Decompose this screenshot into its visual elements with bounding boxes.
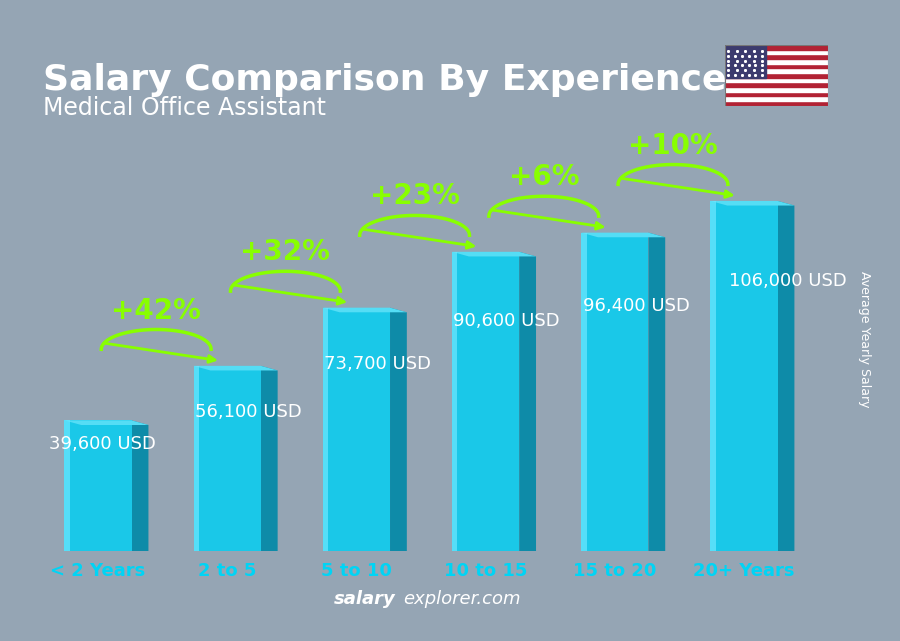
Polygon shape	[778, 201, 795, 556]
Polygon shape	[194, 366, 199, 551]
Polygon shape	[581, 233, 648, 551]
Polygon shape	[710, 201, 778, 551]
Polygon shape	[452, 252, 519, 551]
Polygon shape	[261, 366, 277, 556]
Bar	[724, 54, 828, 59]
Text: explorer.com: explorer.com	[403, 590, 521, 608]
Text: Salary Comparison By Experience: Salary Comparison By Experience	[43, 63, 726, 97]
Text: salary: salary	[334, 590, 395, 608]
Text: 39,600 USD: 39,600 USD	[49, 435, 156, 453]
Polygon shape	[710, 201, 716, 551]
Bar	[724, 45, 766, 78]
Polygon shape	[194, 366, 277, 370]
Text: 96,400 USD: 96,400 USD	[582, 297, 689, 315]
Text: +6%: +6%	[508, 163, 579, 191]
Polygon shape	[452, 252, 457, 551]
Polygon shape	[519, 252, 536, 556]
Bar	[724, 82, 828, 87]
Polygon shape	[648, 233, 665, 556]
Polygon shape	[194, 366, 261, 551]
Bar	[724, 96, 828, 101]
Text: +32%: +32%	[240, 238, 330, 267]
Text: Medical Office Assistant: Medical Office Assistant	[43, 96, 326, 121]
Polygon shape	[581, 233, 665, 237]
Text: +23%: +23%	[370, 183, 460, 210]
Text: +10%: +10%	[628, 131, 718, 160]
Polygon shape	[323, 308, 328, 551]
Bar	[724, 69, 828, 73]
Polygon shape	[65, 420, 70, 551]
Polygon shape	[65, 420, 131, 551]
Polygon shape	[65, 420, 148, 425]
Bar	[724, 49, 828, 54]
Bar	[724, 73, 828, 78]
Polygon shape	[323, 308, 390, 551]
Bar	[724, 78, 828, 82]
Text: 90,600 USD: 90,600 USD	[454, 312, 560, 329]
Polygon shape	[710, 201, 795, 206]
Polygon shape	[131, 420, 149, 556]
Text: 73,700 USD: 73,700 USD	[324, 354, 431, 372]
Text: 56,100 USD: 56,100 USD	[195, 403, 302, 421]
Text: +42%: +42%	[112, 297, 201, 324]
Bar	[724, 45, 828, 49]
Bar	[724, 92, 828, 96]
Polygon shape	[323, 308, 407, 312]
Bar	[724, 59, 828, 63]
Text: 106,000 USD: 106,000 USD	[728, 272, 846, 290]
Polygon shape	[581, 233, 587, 551]
Bar	[724, 63, 828, 69]
Bar	[724, 101, 828, 106]
Polygon shape	[390, 308, 407, 556]
Bar	[724, 87, 828, 92]
Polygon shape	[452, 252, 536, 256]
Text: Average Yearly Salary: Average Yearly Salary	[858, 272, 870, 408]
